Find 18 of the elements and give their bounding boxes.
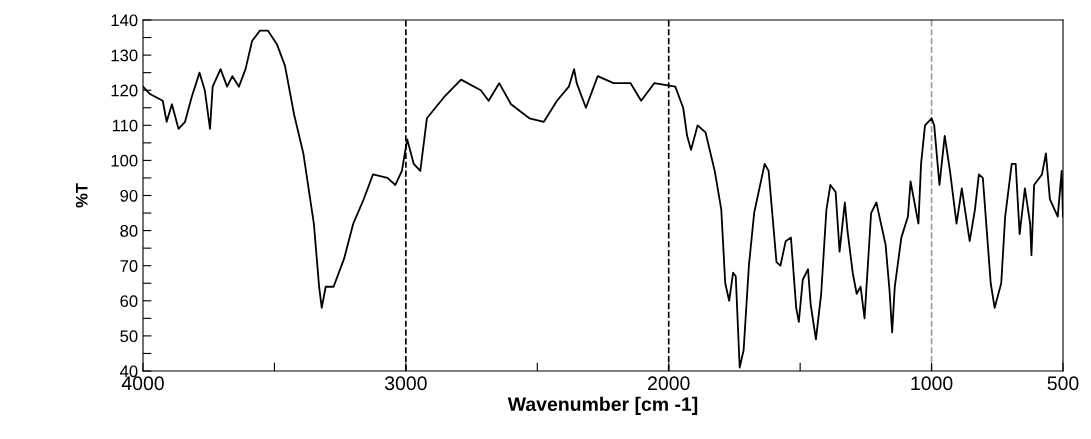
y-tick-label: 140 [111,14,138,27]
x-tick-label: 3000 [384,376,427,391]
x-tick-label: 2000 [648,376,690,391]
y-tick-label: 130 [111,49,138,62]
x-tick-label: 500 [1047,376,1079,391]
y-tick-label: 50 [120,330,138,343]
y-tick-label: 90 [120,189,138,202]
x-tick-label: 4000 [121,376,164,391]
x-tick-label: 1000 [911,376,953,391]
y-tick-label: 100 [111,154,138,167]
y-tick-label: 60 [120,295,138,307]
y-tick-label: 70 [120,260,138,272]
y-tick-label: 80 [120,225,138,237]
y-tick-label: 120 [111,84,138,97]
x-axis-title: Wavenumber [cm -1] [507,396,698,415]
y-tick-label: 40 [119,365,138,378]
y-axis-title: %T [75,183,88,208]
y-tick-label: 110 [112,119,138,132]
